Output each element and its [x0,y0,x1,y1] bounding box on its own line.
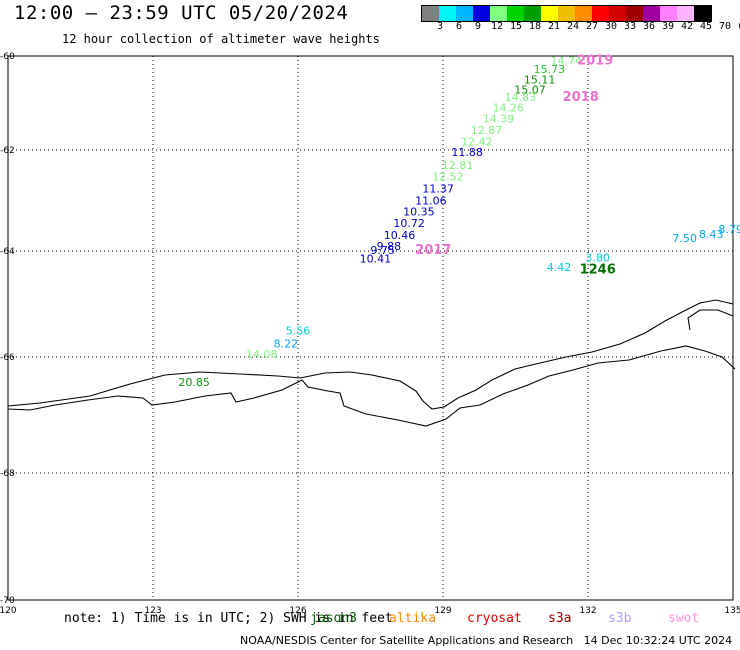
latitude-tick-label: -64 [0,247,15,257]
longitude-tick-label: 126 [289,606,306,616]
wave-height-label: 14.08 [246,348,278,361]
wave-height-label: 12.52 [432,170,464,183]
wave-height-label: 14.83 [505,91,537,104]
colorbar-label: 42 [680,21,694,32]
latitude-tick-label: -62 [0,146,15,156]
colorbar-swatch [558,6,575,21]
track-time-label: 2018 [563,90,599,105]
colorbar-label: 33 [623,21,637,32]
colorbar-swatch [592,6,609,21]
colorbar-swatch [626,6,643,21]
coastline-outer [7,345,736,427]
longitude-tick-label: 123 [144,606,161,616]
map-subtitle: 12 hour collection of altimeter wave hei… [62,32,380,46]
longitude-tick-label: 129 [434,606,451,616]
colorbar-swatch [575,6,592,21]
wave-height-label: 11.06 [415,195,447,208]
wave-height-label: 11.37 [422,182,454,195]
coastline [7,299,736,427]
wave-height-label: 9.75 [370,244,395,257]
longitude-tick-label: 135 [724,606,740,616]
wave-height-label: 7.50 [672,232,697,245]
track-labels: 2019 2018 2017 1246 [415,53,616,277]
wave-height-label: 11.88 [451,146,483,159]
colorbar-label: 18 [528,21,542,32]
colorbar-swatch [524,6,541,21]
coastline-island [687,309,734,331]
wave-height-label: 12.42 [461,135,493,148]
satellite-legend-jason3: jason3 [310,611,357,626]
wave-height-label: 10.41 [360,253,392,266]
latitude-tick-label: -70 [0,596,15,606]
colorbar-label: 24 [566,21,580,32]
track-time-label: 1246 [580,262,616,277]
colorbar-label: 27 [585,21,599,32]
wave-height-label: 20.85 [178,376,210,389]
colorbar-swatch [439,6,456,21]
satellite-legend-altika: altika [389,611,436,626]
latitude-tick-label: -68 [0,469,15,479]
map-grid: 120 123 126 129 132 135 -60 -62 -64 -66 -68 -70 [0,52,740,616]
wave-height-colorbar [421,5,712,22]
wave-height-label: 10.35 [403,206,435,219]
track-time-label: 2017 [415,243,451,258]
colorbar-swatch [677,6,694,21]
satellite-legend-s3a: s3a [548,611,572,626]
satellite-legend-s3b: s3b [608,611,632,626]
wave-height-label: 8.79 [718,223,740,236]
colorbar-label: 9 [474,21,482,32]
wave-height-label: 10.46 [384,229,416,242]
wave-height-label: 15.73 [534,63,566,76]
colorbar-swatch [473,6,490,21]
longitude-tick-label: 132 [579,606,596,616]
colorbar-label: 30 [604,21,618,32]
colorbar-label: 21 [547,21,561,32]
colorbar-swatch [507,6,524,21]
wave-height-observations: 14.7415.7315.1115.0714.8314.2614.3912.87… [178,54,740,389]
colorbar-swatch [643,6,660,21]
longitude-tick-label: 120 [0,606,17,616]
map-frame [7,55,734,601]
wave-height-label: 14.74 [551,54,583,67]
track-time-label: 2019 [577,53,613,68]
wave-height-label: 12.87 [471,124,503,137]
colorbar-swatch [609,6,626,21]
colorbar-label: 45 [699,21,713,32]
satellite-legend-cryosat: cryosat [467,611,522,626]
coastline-main [7,299,734,410]
colorbar-swatch [422,6,439,21]
wave-height-label: 8.43 [699,228,724,241]
colorbar-swatch [660,6,677,21]
colorbar-swatch [456,6,473,21]
wave-height-label: 3.80 [585,252,610,265]
latitude-tick-label: -66 [0,353,15,363]
wave-height-label: 12.81 [442,159,474,172]
colorbar-label: 3 [436,21,444,32]
wave-height-label: 14.26 [493,101,525,114]
colorbar-label: 6 [455,21,463,32]
wave-height-label: 14.39 [483,113,515,126]
colorbar-label: 70 (ft) [719,21,740,32]
satellite-legend-swot: swot [668,611,700,626]
map-title: 12:00 – 23:59 UTC 05/20/2024 [14,2,349,24]
colorbar-label: 39 [661,21,675,32]
wave-height-label: 5.56 [286,325,311,338]
wave-height-label: 15.07 [514,84,546,97]
footer-note: note: 1) Time is in UTC; 2) SWH is in fe… [64,611,393,626]
wave-height-label: 9.88 [377,240,402,253]
colorbar-swatch [490,6,507,21]
colorbar-label: 12 [490,21,504,32]
credit-line: NOAA/NESDIS Center for Satellite Applica… [240,634,733,647]
colorbar-label: 36 [642,21,656,32]
wave-height-label: 15.11 [524,73,556,86]
wave-height-label: 10.72 [393,217,425,230]
colorbar-label: 15 [509,21,523,32]
latitude-tick-label: -60 [0,52,15,62]
wave-height-label: 4.42 [547,261,572,274]
colorbar-swatch [541,6,558,21]
wave-height-label: 8.22 [274,337,299,350]
colorbar-swatch [694,6,711,21]
